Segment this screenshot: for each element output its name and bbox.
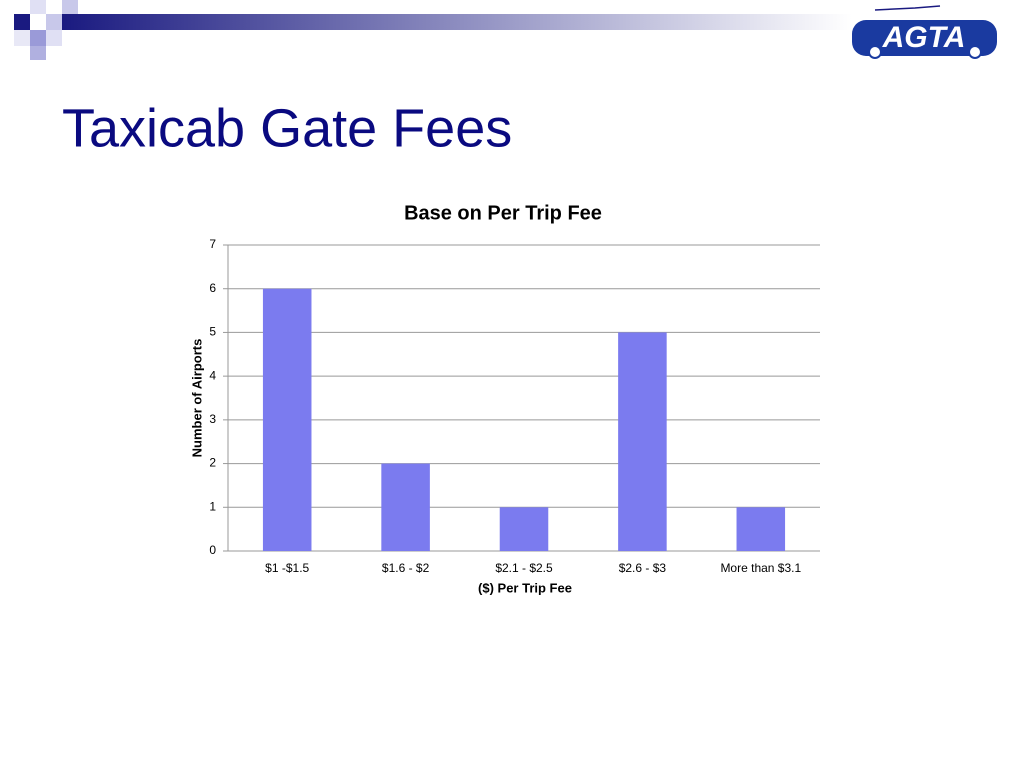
x-tick-label: More than $3.1 xyxy=(720,561,801,575)
bar xyxy=(381,463,430,551)
y-tick-label: 1 xyxy=(209,499,216,513)
y-tick-label: 4 xyxy=(209,368,216,382)
x-tick-label: $2.1 - $2.5 xyxy=(495,561,553,575)
x-tick-label: $1.6 - $2 xyxy=(382,561,430,575)
y-tick-label: 2 xyxy=(209,456,216,470)
slide-title: Taxicab Gate Fees xyxy=(62,98,512,158)
x-tick-label: $2.6 - $3 xyxy=(619,561,667,575)
y-tick-label: 5 xyxy=(209,325,216,339)
bar xyxy=(736,507,786,551)
y-axis-label: Number of Airports xyxy=(189,339,204,458)
chart-title: Base on Per Trip Fee xyxy=(404,202,602,224)
decoration xyxy=(14,0,852,60)
x-tick-label: $1 -$1.5 xyxy=(265,561,309,575)
bar xyxy=(499,507,549,551)
logo: AGTA xyxy=(852,5,997,59)
x-axis-label: ($) Per Trip Fee xyxy=(478,580,572,595)
y-tick-label: 6 xyxy=(209,281,216,295)
bar xyxy=(262,288,312,551)
y-tick-label: 0 xyxy=(209,543,216,557)
y-tick-label: 3 xyxy=(209,412,216,426)
logo-text: AGTA xyxy=(882,21,966,54)
bar xyxy=(618,332,667,551)
y-tick-label: 7 xyxy=(209,237,216,251)
